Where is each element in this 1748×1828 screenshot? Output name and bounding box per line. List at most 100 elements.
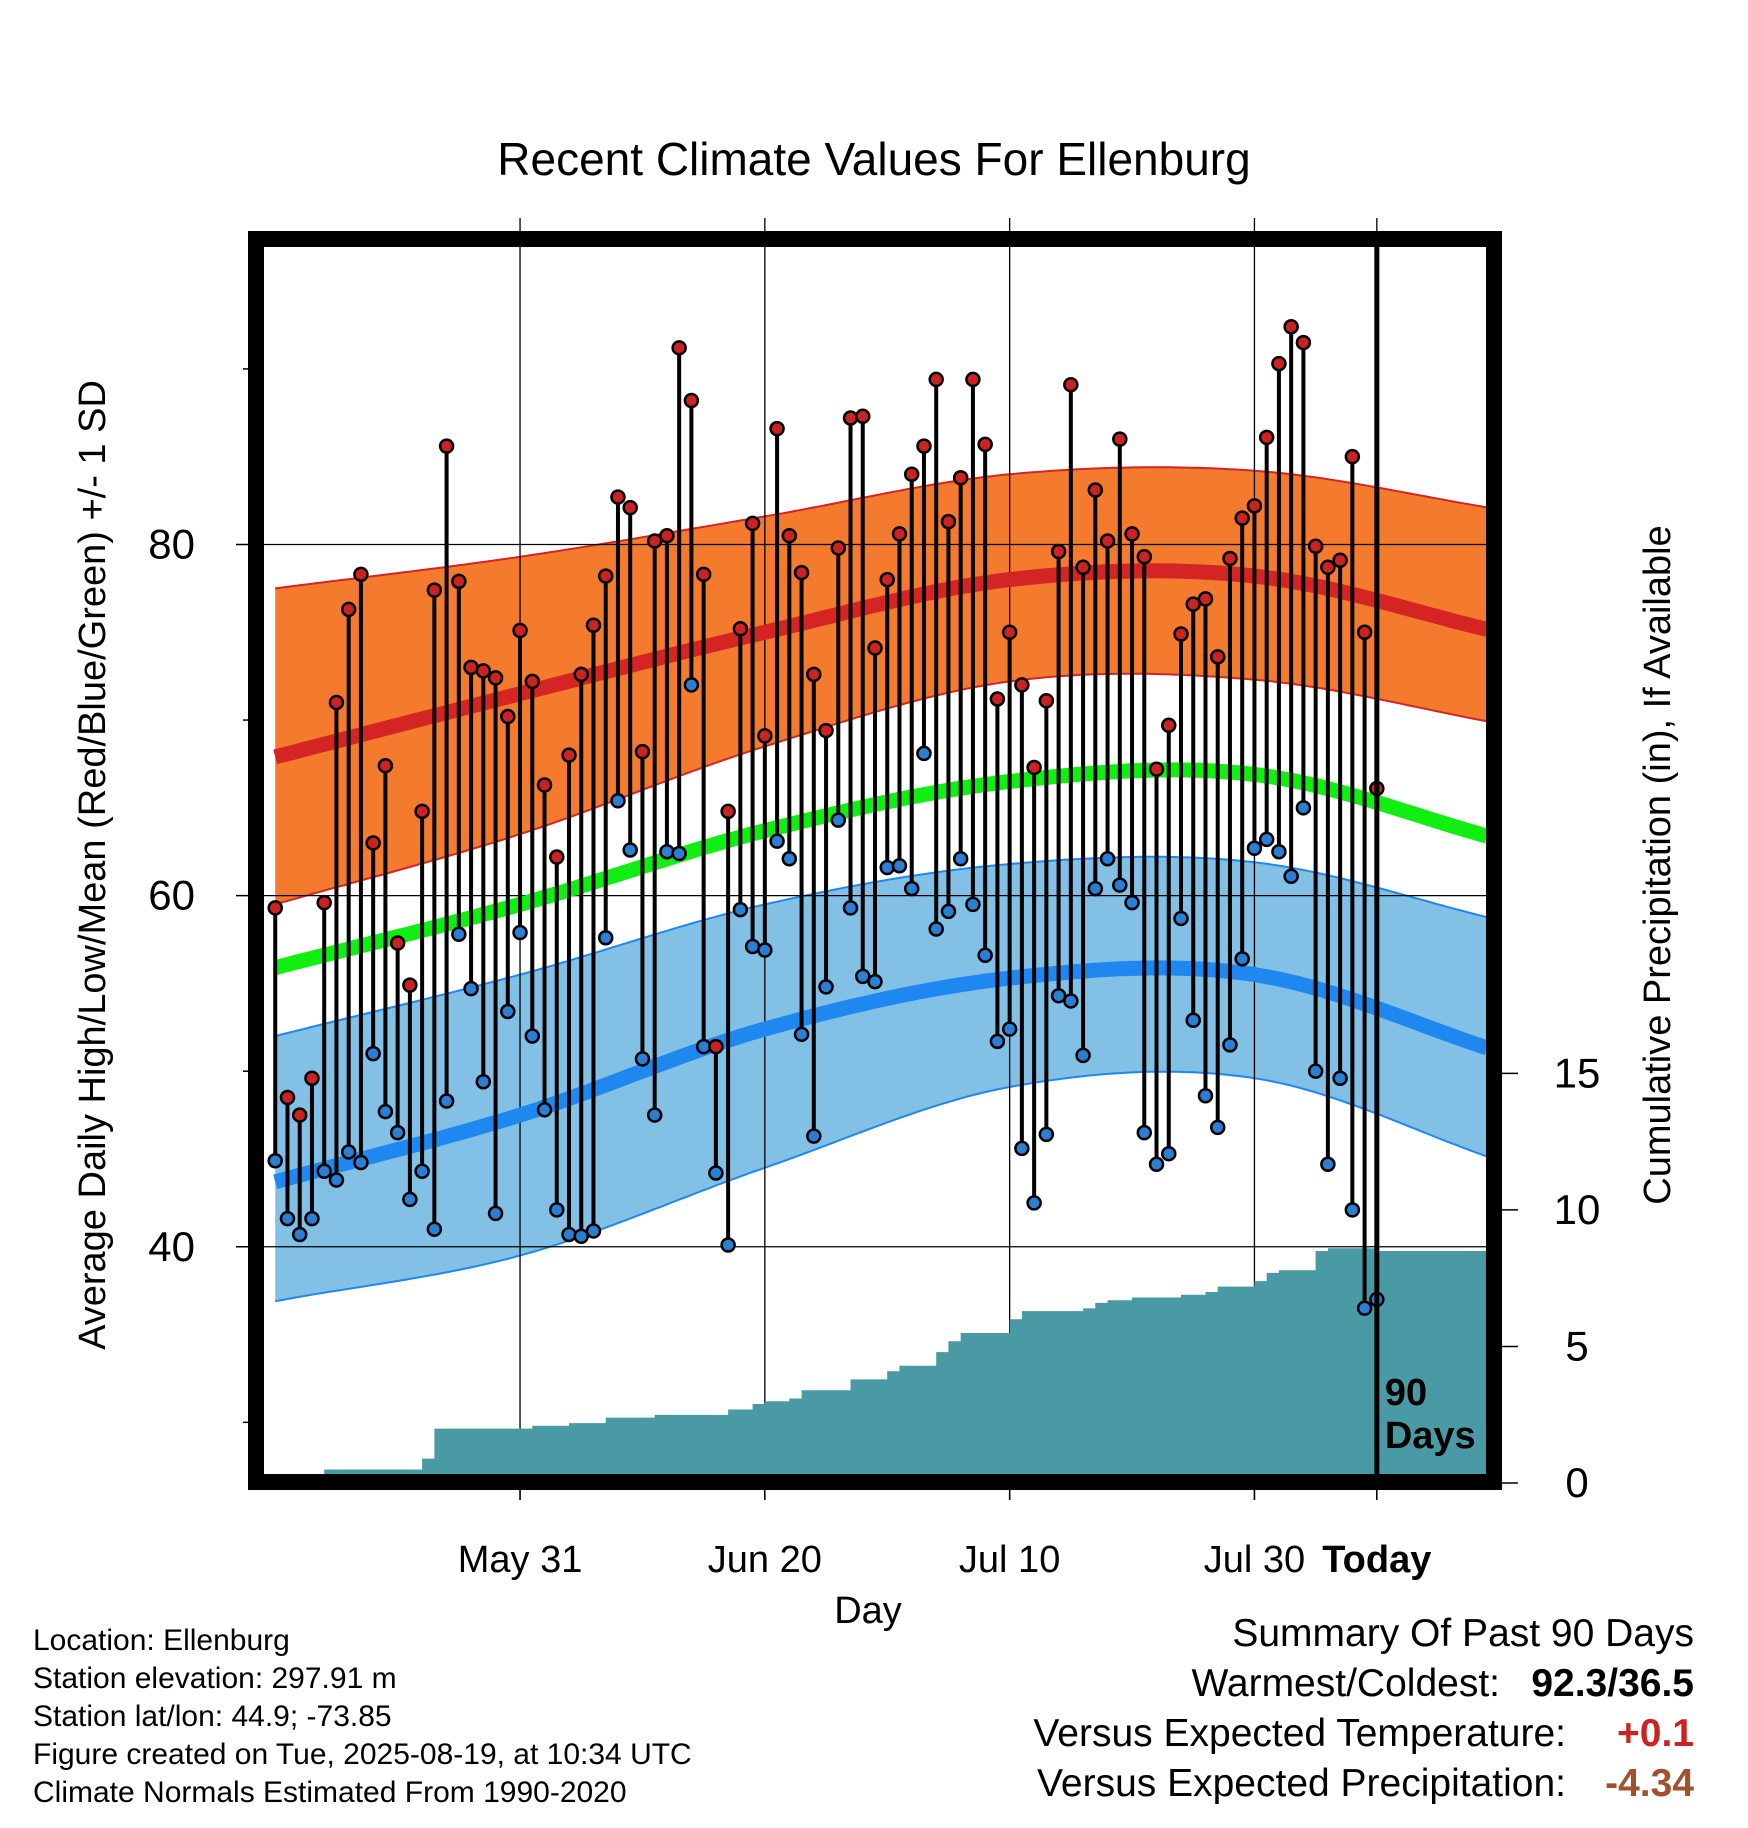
y2-tick-label: 15 — [1554, 1049, 1601, 1096]
low-point — [781, 850, 798, 867]
low-point — [597, 930, 614, 946]
low-point — [1332, 1070, 1348, 1086]
low-point — [622, 842, 638, 858]
low-point — [757, 942, 773, 958]
high-point — [500, 708, 516, 725]
low-point — [328, 1172, 345, 1188]
high-point — [1344, 448, 1361, 465]
low-point — [1185, 1012, 1201, 1029]
high-point — [1087, 482, 1104, 498]
high-point — [365, 835, 381, 851]
low-point — [585, 1223, 602, 1239]
x-axis-label: Day — [834, 1590, 902, 1632]
high-point — [573, 666, 589, 683]
high-point — [1222, 550, 1238, 567]
high-sd-lower-edge — [274, 672, 1488, 906]
high-point — [720, 803, 736, 820]
low-point — [1124, 894, 1140, 911]
high-point — [634, 743, 651, 760]
high-point — [316, 894, 332, 911]
high-point — [1136, 549, 1153, 565]
high-point — [781, 527, 798, 544]
low-point — [1050, 987, 1067, 1004]
high-point — [549, 849, 565, 865]
low-point — [879, 859, 895, 876]
low-point — [818, 979, 834, 995]
high-point — [732, 620, 749, 637]
high-point — [1173, 626, 1189, 642]
low-point — [855, 968, 871, 985]
low-point — [1001, 1021, 1018, 1037]
low-point — [916, 745, 932, 762]
high-point — [463, 659, 479, 676]
low-point — [1014, 1140, 1030, 1157]
y-tick-label: 80 — [148, 520, 195, 567]
low-point — [1209, 1119, 1226, 1136]
low-point — [744, 938, 761, 955]
low-point — [1136, 1124, 1153, 1141]
low-point — [1344, 1202, 1361, 1218]
low-point — [1063, 993, 1079, 1009]
low-point — [1222, 1037, 1238, 1053]
y2-tick-label: 5 — [1565, 1322, 1588, 1369]
low-point — [340, 1144, 357, 1160]
plot-frame — [248, 231, 1502, 1490]
low-point — [573, 1228, 589, 1244]
high-point — [1185, 596, 1201, 612]
high-point — [916, 438, 932, 454]
high-point — [328, 694, 345, 711]
high-point — [1038, 692, 1055, 709]
high-point — [1295, 334, 1312, 351]
x-tick-label: Jul 10 — [959, 1539, 1060, 1581]
summary-warm-cold-value: 92.3/36.5 — [1531, 1662, 1694, 1705]
high-point — [879, 571, 895, 588]
low-point — [806, 1128, 822, 1144]
low-point — [291, 1226, 308, 1243]
high-point — [1063, 376, 1079, 393]
low-point — [1246, 840, 1263, 856]
low-point — [793, 1026, 810, 1043]
high-point — [279, 1089, 296, 1106]
info-elevation: Station elevation: 297.91 m — [33, 1662, 397, 1695]
chart-title: Recent Climate Values For Ellenburg — [497, 133, 1250, 185]
low-point — [1234, 951, 1250, 967]
high-point — [402, 977, 418, 993]
high-sd-upper-edge — [275, 466, 1488, 590]
high-point — [671, 340, 687, 356]
low-point — [952, 850, 969, 867]
low-point — [1320, 1156, 1336, 1172]
high-point — [451, 573, 467, 590]
summary-precip-value: -4.34 — [1605, 1762, 1694, 1805]
high-point — [952, 470, 969, 486]
low-point — [732, 901, 749, 918]
low-point — [1307, 1063, 1324, 1079]
low-point — [989, 1033, 1006, 1050]
y2-axis-label: Cumulative Precipitation (in), If Availa… — [1637, 525, 1679, 1204]
low-point — [671, 845, 687, 862]
low-point — [1197, 1088, 1214, 1104]
low-point — [1161, 1145, 1177, 1162]
high-normal-line — [273, 563, 1489, 765]
high-point — [475, 663, 492, 679]
high-point — [1356, 624, 1373, 641]
high-point — [340, 601, 357, 618]
high-point — [1112, 431, 1128, 447]
summary-temp-value: +0.1 — [1617, 1712, 1694, 1755]
high-point — [377, 757, 394, 774]
high-point — [512, 622, 528, 639]
low-point — [1026, 1195, 1042, 1211]
low-point — [304, 1210, 320, 1227]
low-point — [475, 1073, 492, 1090]
high-point — [353, 566, 369, 583]
y2-tick-label: 10 — [1554, 1186, 1601, 1233]
high-point — [585, 617, 602, 633]
high-point — [597, 568, 614, 584]
low-point — [353, 1154, 369, 1171]
high-point — [622, 499, 638, 516]
high-point — [989, 691, 1006, 707]
info-latlon: Station lat/lon: 44.9; -73.85 — [33, 1700, 392, 1733]
high-point — [830, 540, 847, 556]
low-point — [426, 1221, 443, 1237]
low-point — [683, 677, 700, 693]
high-point — [793, 564, 810, 581]
